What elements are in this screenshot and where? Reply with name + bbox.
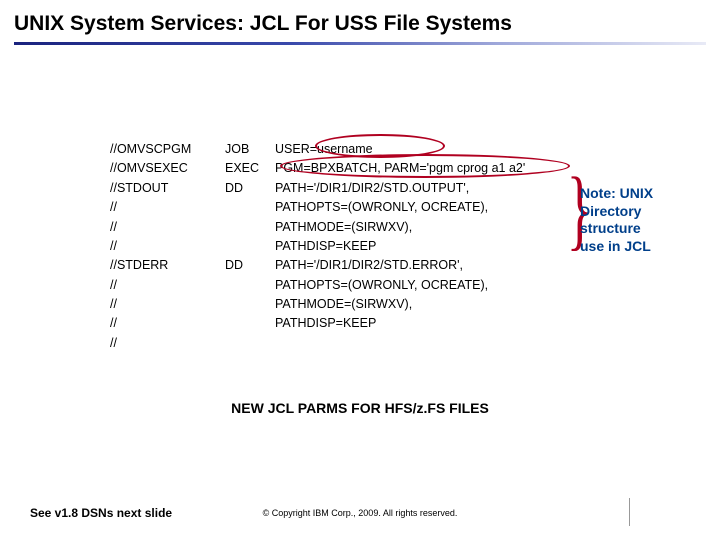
title-underline bbox=[14, 42, 706, 45]
jcl-row: //OMVSEXECEXECPGM=BPXBATCH, PARM='pgm cp… bbox=[110, 159, 525, 178]
footer-copyright: © Copyright IBM Corp., 2009. All rights … bbox=[0, 508, 720, 518]
jcl-row: //PATHDISP=KEEP bbox=[110, 237, 525, 256]
jcl-row: // bbox=[110, 334, 525, 353]
jcl-row: //STDOUTDDPATH='/DIR1/DIR2/STD.OUTPUT', bbox=[110, 179, 525, 198]
jcl-row: //PATHOPTS=(OWRONLY, OCREATE), bbox=[110, 276, 525, 295]
jcl-row: //OMVSCPGMJOBUSER=username bbox=[110, 140, 525, 159]
subtitle: NEW JCL PARMS FOR HFS/z.FS FILES bbox=[0, 400, 720, 416]
annotation-note: Note: UNIX Directory structure use in JC… bbox=[580, 185, 653, 255]
slide-title: UNIX System Services: JCL For USS File S… bbox=[0, 0, 720, 42]
jcl-code-block: //OMVSCPGMJOBUSER=username //OMVSEXECEXE… bbox=[110, 140, 525, 353]
jcl-row: //PATHOPTS=(OWRONLY, OCREATE), bbox=[110, 198, 525, 217]
footer-divider bbox=[629, 498, 630, 526]
jcl-row: //PATHDISP=KEEP bbox=[110, 314, 525, 333]
jcl-row: //STDERRDDPATH='/DIR1/DIR2/STD.ERROR', bbox=[110, 256, 525, 275]
jcl-row: //PATHMODE=(SIRWXV), bbox=[110, 295, 525, 314]
jcl-row: //PATHMODE=(SIRWXV), bbox=[110, 218, 525, 237]
